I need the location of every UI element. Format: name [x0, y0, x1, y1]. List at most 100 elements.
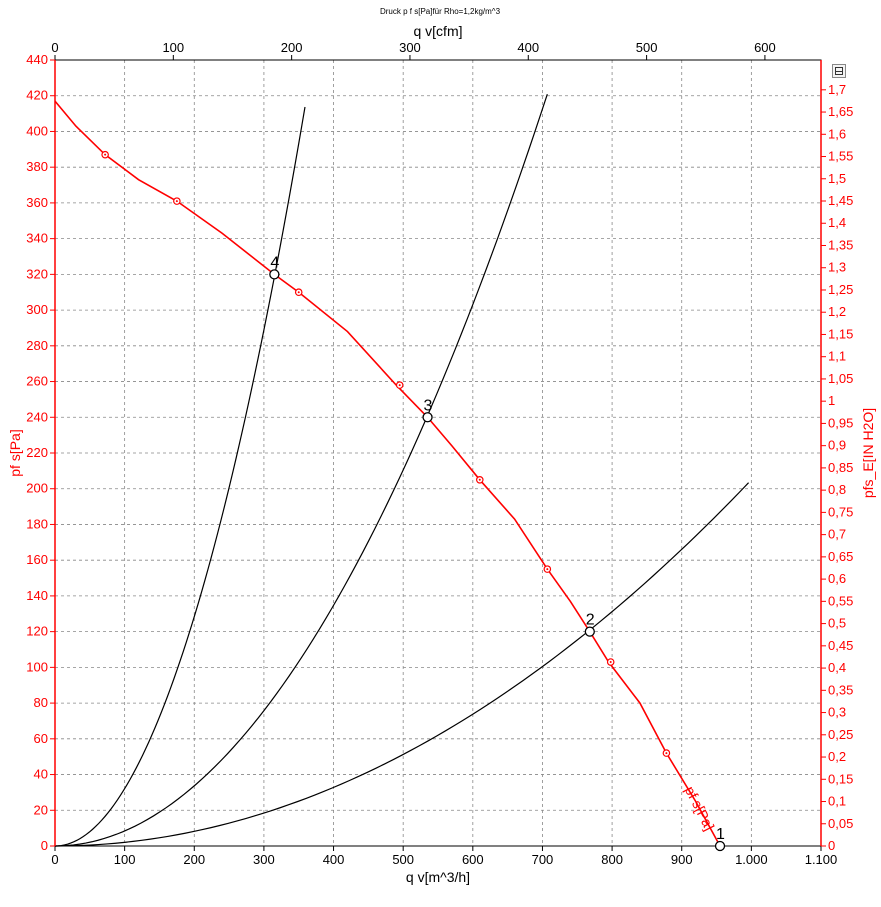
operating-point-label: 4 [270, 254, 279, 271]
fan-curve-annotation: pf s[Pa] [682, 784, 718, 834]
y-tick-label: 80 [34, 695, 48, 710]
y2-tick-label: 1,15 [828, 326, 853, 341]
y-tick-label: 180 [26, 516, 48, 531]
fan-curve-marker-dot [398, 384, 401, 387]
y2-tick-label: 0,25 [828, 727, 853, 742]
operating-point-label: 1 [716, 826, 725, 843]
y-axis-title: pf s[Pa] [7, 429, 23, 476]
y-tick-label: 200 [26, 481, 48, 496]
y-tick-label: 20 [34, 802, 48, 817]
y2-tick-label: 1,5 [828, 171, 846, 186]
fan-curve-marker-dot [104, 153, 107, 156]
fan-curve-marker-dot [175, 200, 178, 203]
y2-tick-label: 1,35 [828, 237, 853, 252]
y2-tick-label: 0,55 [828, 593, 853, 608]
x2-tick-label: 500 [636, 40, 658, 55]
y-tick-label: 100 [26, 659, 48, 674]
y-tick-label: 0 [41, 838, 48, 853]
operating-point-marker [269, 269, 280, 280]
y2-tick-label: 0,45 [828, 638, 853, 653]
y2-tick-label: 0 [828, 838, 835, 853]
y-tick-label: 380 [26, 159, 48, 174]
y2-tick-label: 0,6 [828, 571, 846, 586]
x2-tick-label: 100 [162, 40, 184, 55]
fan-curve-marker-dot [478, 478, 481, 481]
fan-curve-marker-dot [297, 291, 300, 294]
y-tick-label: 440 [26, 52, 48, 67]
x2-tick-label: 0 [51, 40, 58, 55]
x-tick-label: 100 [114, 852, 136, 867]
y2-tick-label: 1,7 [828, 82, 846, 97]
y-tick-label: 140 [26, 588, 48, 603]
y2-tick-label: 1,1 [828, 349, 846, 364]
y2-tick-label: 0,1 [828, 794, 846, 809]
x2-tick-label: 200 [281, 40, 303, 55]
x2-axis-title: q v[cfm] [413, 23, 462, 39]
x-tick-label: 600 [462, 852, 484, 867]
y2-tick-label: 0,4 [828, 660, 846, 675]
fan-curve-marker-dot [665, 752, 668, 755]
x-tick-label: 400 [323, 852, 345, 867]
system-curve-1 [54, 106, 306, 847]
y2-axis-title: pfs_E[IN H2O] [860, 408, 876, 498]
y2-tick-label: 1,3 [828, 260, 846, 275]
y2-tick-label: 1,65 [828, 104, 853, 119]
x2-tick-label: 400 [517, 40, 539, 55]
y2-tick-label: 0,35 [828, 682, 853, 697]
y-tick-label: 260 [26, 374, 48, 389]
y2-tick-label: 0,15 [828, 771, 853, 786]
y2-tick-label: 1,45 [828, 193, 853, 208]
y2-tick-label: 1,05 [828, 371, 853, 386]
system-curve-2 [54, 93, 548, 847]
chart-title: Druck p f s[Pa]für Rho=1,2kg/m^3 [380, 7, 501, 16]
fan-curve-line [54, 100, 721, 847]
y-tick-label: 300 [26, 302, 48, 317]
y2-tick-label: 1,2 [828, 304, 846, 319]
y-tick-label: 220 [26, 445, 48, 460]
x-tick-label: 700 [532, 852, 554, 867]
y-tick-label: 400 [26, 123, 48, 138]
operating-point-marker [584, 626, 595, 637]
x-tick-label: 500 [392, 852, 414, 867]
x-tick-label: 200 [183, 852, 205, 867]
y2-tick-label: 0,75 [828, 504, 853, 519]
y2-tick-label: 0,8 [828, 482, 846, 497]
y2-tick-label: 0,05 [828, 816, 853, 831]
y2-tick-label: 1 [828, 393, 835, 408]
y-tick-label: 340 [26, 231, 48, 246]
y-tick-label: 60 [34, 731, 48, 746]
fan-curve-marker-dot [609, 661, 612, 664]
x-tick-label: 800 [601, 852, 623, 867]
chart-menu-icon[interactable] [832, 64, 846, 78]
x-tick-label: 900 [671, 852, 693, 867]
y-tick-label: 120 [26, 624, 48, 639]
y2-tick-label: 1,6 [828, 126, 846, 141]
x-tick-label: 0 [51, 852, 58, 867]
y2-tick-label: 1,55 [828, 149, 853, 164]
x2-tick-label: 600 [754, 40, 776, 55]
y2-tick-label: 0,5 [828, 616, 846, 631]
y2-tick-label: 0,3 [828, 705, 846, 720]
fan-curve-marker-dot [546, 568, 549, 571]
y2-tick-label: 0,65 [828, 549, 853, 564]
y-tick-label: 280 [26, 338, 48, 353]
y2-tick-label: 0,9 [828, 438, 846, 453]
y2-tick-label: 0,2 [828, 749, 846, 764]
y2-tick-label: 0,95 [828, 415, 853, 430]
x2-tick-label: 300 [399, 40, 421, 55]
y-tick-label: 320 [26, 266, 48, 281]
y2-tick-label: 1,25 [828, 282, 853, 297]
curves: pf s[Pa]1 2 3 4 [54, 93, 750, 852]
grid [55, 60, 821, 846]
system-curve-3 [54, 482, 750, 847]
operating-point-marker [714, 840, 726, 852]
x-axis-title: q v[m^3/h] [406, 869, 470, 885]
y-tick-label: 240 [26, 409, 48, 424]
operating-point-label: 3 [424, 397, 433, 414]
y2-tick-label: 0,85 [828, 460, 853, 475]
y-tick-label: 160 [26, 552, 48, 567]
x-tick-label: 1.000 [735, 852, 768, 867]
operating-point-marker [422, 412, 433, 423]
